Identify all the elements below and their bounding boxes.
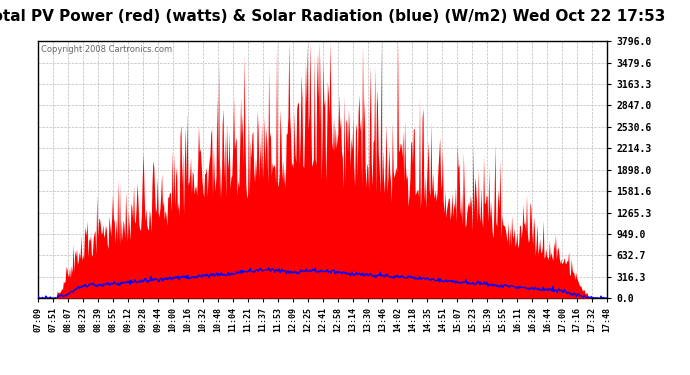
Text: Copyright 2008 Cartronics.com: Copyright 2008 Cartronics.com	[41, 45, 172, 54]
Text: Total PV Power (red) (watts) & Solar Radiation (blue) (W/m2) Wed Oct 22 17:53: Total PV Power (red) (watts) & Solar Rad…	[0, 9, 665, 24]
